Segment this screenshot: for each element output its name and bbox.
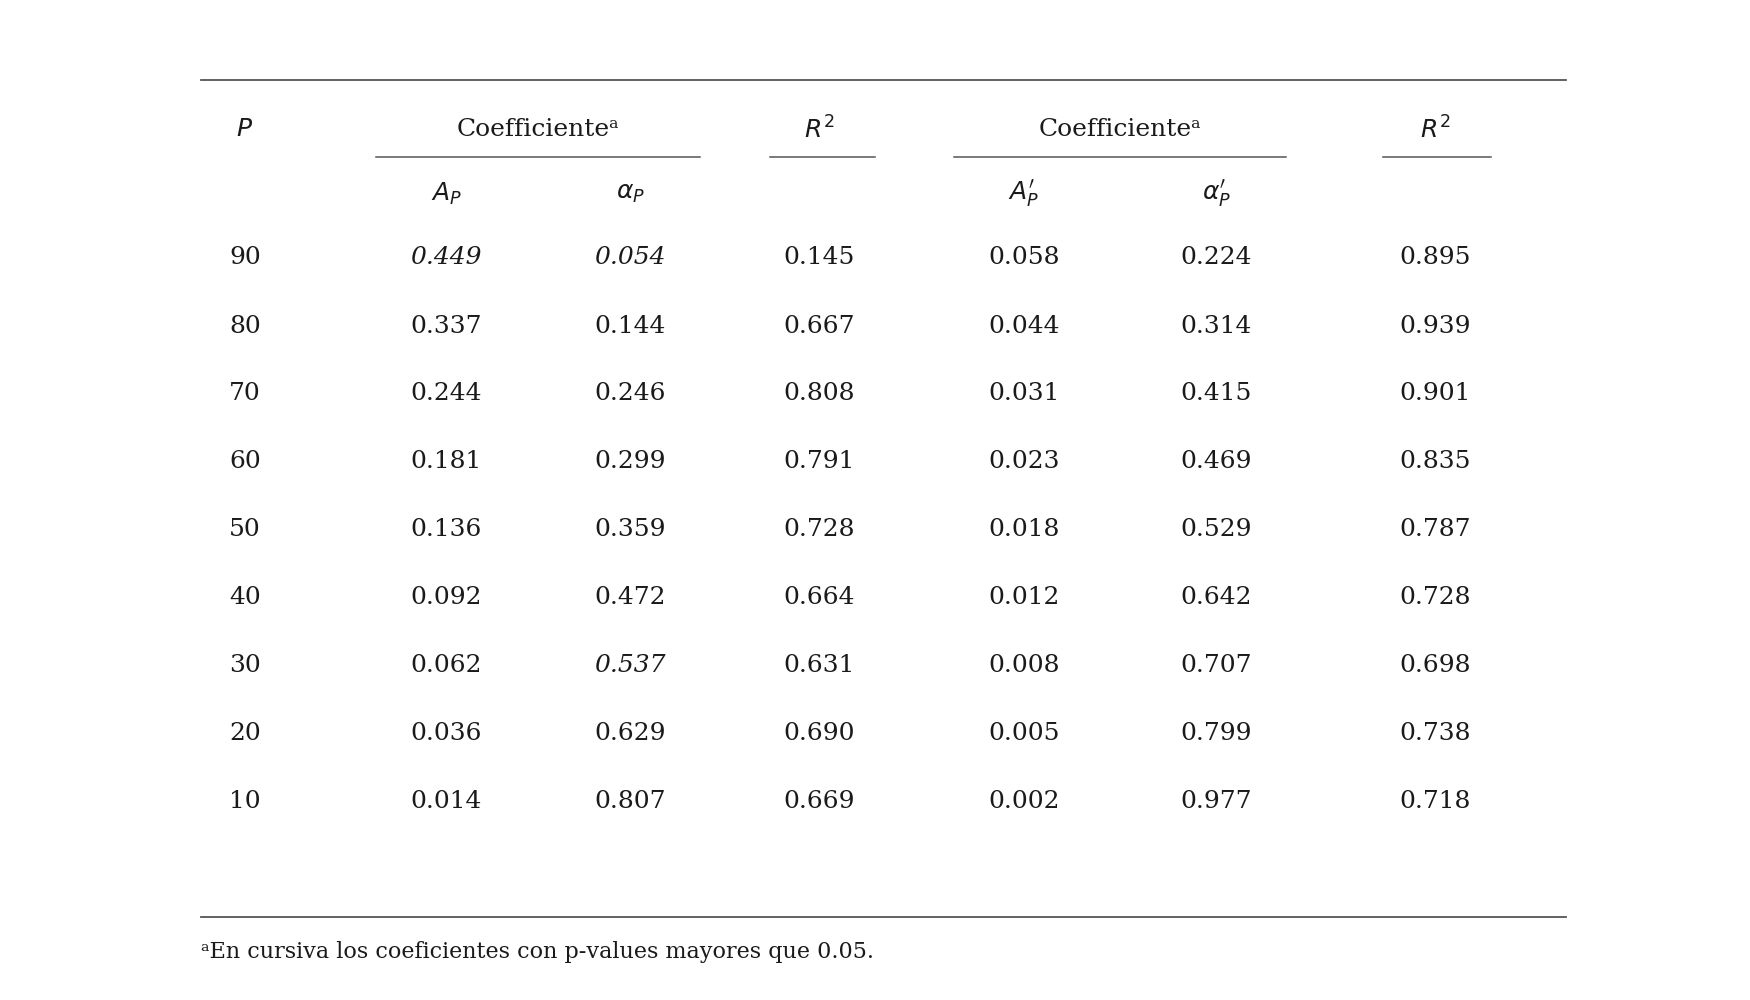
Text: 0.031: 0.031 xyxy=(989,382,1059,406)
Text: 0.664: 0.664 xyxy=(784,586,854,610)
Text: 0.012: 0.012 xyxy=(989,586,1059,610)
Text: 0.181: 0.181 xyxy=(411,450,481,474)
Text: 0.058: 0.058 xyxy=(989,246,1059,269)
Text: 0.799: 0.799 xyxy=(1181,722,1251,746)
Text: $\mathit{\alpha}_{\mathit{P}}'$: $\mathit{\alpha}_{\mathit{P}}'$ xyxy=(1202,178,1230,210)
Text: 0.062: 0.062 xyxy=(411,655,481,678)
Text: 0.537: 0.537 xyxy=(595,655,665,678)
Text: 0.002: 0.002 xyxy=(989,791,1059,814)
Text: 0.005: 0.005 xyxy=(989,722,1059,746)
Text: 30: 30 xyxy=(229,655,261,678)
Text: 0.642: 0.642 xyxy=(1181,586,1251,610)
Text: 0.977: 0.977 xyxy=(1181,791,1251,814)
Text: 0.337: 0.337 xyxy=(411,315,481,338)
Text: 0.054: 0.054 xyxy=(595,246,665,269)
Text: 0.939: 0.939 xyxy=(1400,315,1470,338)
Text: Coefficienteᵃ: Coefficienteᵃ xyxy=(1040,118,1201,141)
Text: 0.014: 0.014 xyxy=(411,791,481,814)
Text: 0.669: 0.669 xyxy=(784,791,854,814)
Text: 0.835: 0.835 xyxy=(1400,450,1470,474)
Text: 0.092: 0.092 xyxy=(411,586,481,610)
Text: 0.808: 0.808 xyxy=(784,382,854,406)
Text: 0.791: 0.791 xyxy=(784,450,854,474)
Text: 0.023: 0.023 xyxy=(989,450,1059,474)
Text: 0.807: 0.807 xyxy=(595,791,665,814)
Text: 0.044: 0.044 xyxy=(989,315,1059,338)
Text: 70: 70 xyxy=(229,382,261,406)
Text: 0.299: 0.299 xyxy=(595,450,665,474)
Text: 0.690: 0.690 xyxy=(784,722,854,746)
Text: 40: 40 xyxy=(229,586,261,610)
Text: 0.718: 0.718 xyxy=(1400,791,1470,814)
Text: 0.359: 0.359 xyxy=(595,518,665,542)
Text: 60: 60 xyxy=(229,450,261,474)
Text: 0.901: 0.901 xyxy=(1400,382,1470,406)
Text: 0.667: 0.667 xyxy=(784,315,854,338)
Text: 0.631: 0.631 xyxy=(784,655,854,678)
Text: 90: 90 xyxy=(229,246,261,269)
Text: 0.895: 0.895 xyxy=(1400,246,1470,269)
Text: $\mathit{A}_{\mathit{P}}$: $\mathit{A}_{\mathit{P}}$ xyxy=(430,181,462,207)
Text: 0.314: 0.314 xyxy=(1181,315,1251,338)
Text: Coefficienteᵃ: Coefficienteᵃ xyxy=(457,118,620,141)
Text: 0.145: 0.145 xyxy=(784,246,854,269)
Text: $\mathit{P}$: $\mathit{P}$ xyxy=(236,118,254,141)
Text: 0.246: 0.246 xyxy=(595,382,665,406)
Text: $R^2$: $R^2$ xyxy=(803,116,835,144)
Text: 10: 10 xyxy=(229,791,261,814)
Text: 20: 20 xyxy=(229,722,261,746)
Text: 80: 80 xyxy=(229,315,261,338)
Text: 0.728: 0.728 xyxy=(784,518,854,542)
Text: 0.529: 0.529 xyxy=(1181,518,1251,542)
Text: 0.224: 0.224 xyxy=(1181,246,1251,269)
Text: 0.244: 0.244 xyxy=(411,382,481,406)
Text: 0.472: 0.472 xyxy=(595,586,665,610)
Text: 0.787: 0.787 xyxy=(1400,518,1470,542)
Text: 0.738: 0.738 xyxy=(1400,722,1470,746)
Text: 0.629: 0.629 xyxy=(595,722,665,746)
Text: $\mathit{\alpha}_{\mathit{P}}$: $\mathit{\alpha}_{\mathit{P}}$ xyxy=(616,182,644,206)
Text: 0.449: 0.449 xyxy=(411,246,481,269)
Text: 0.698: 0.698 xyxy=(1400,655,1470,678)
Text: 0.415: 0.415 xyxy=(1181,382,1251,406)
Text: 0.036: 0.036 xyxy=(411,722,481,746)
Text: 50: 50 xyxy=(229,518,261,542)
Text: 0.469: 0.469 xyxy=(1181,450,1251,474)
Text: 0.707: 0.707 xyxy=(1181,655,1251,678)
Text: 0.136: 0.136 xyxy=(411,518,481,542)
Text: 0.008: 0.008 xyxy=(989,655,1059,678)
Text: $R^2$: $R^2$ xyxy=(1419,116,1451,144)
Text: 0.728: 0.728 xyxy=(1400,586,1470,610)
Text: ᵃEn cursiva los coeficientes con p-values mayores que 0.05.: ᵃEn cursiva los coeficientes con p-value… xyxy=(201,941,875,963)
Text: 0.144: 0.144 xyxy=(595,315,665,338)
Text: 0.018: 0.018 xyxy=(989,518,1059,542)
Text: $\mathit{A}_{\mathit{P}}'$: $\mathit{A}_{\mathit{P}}'$ xyxy=(1008,178,1040,210)
